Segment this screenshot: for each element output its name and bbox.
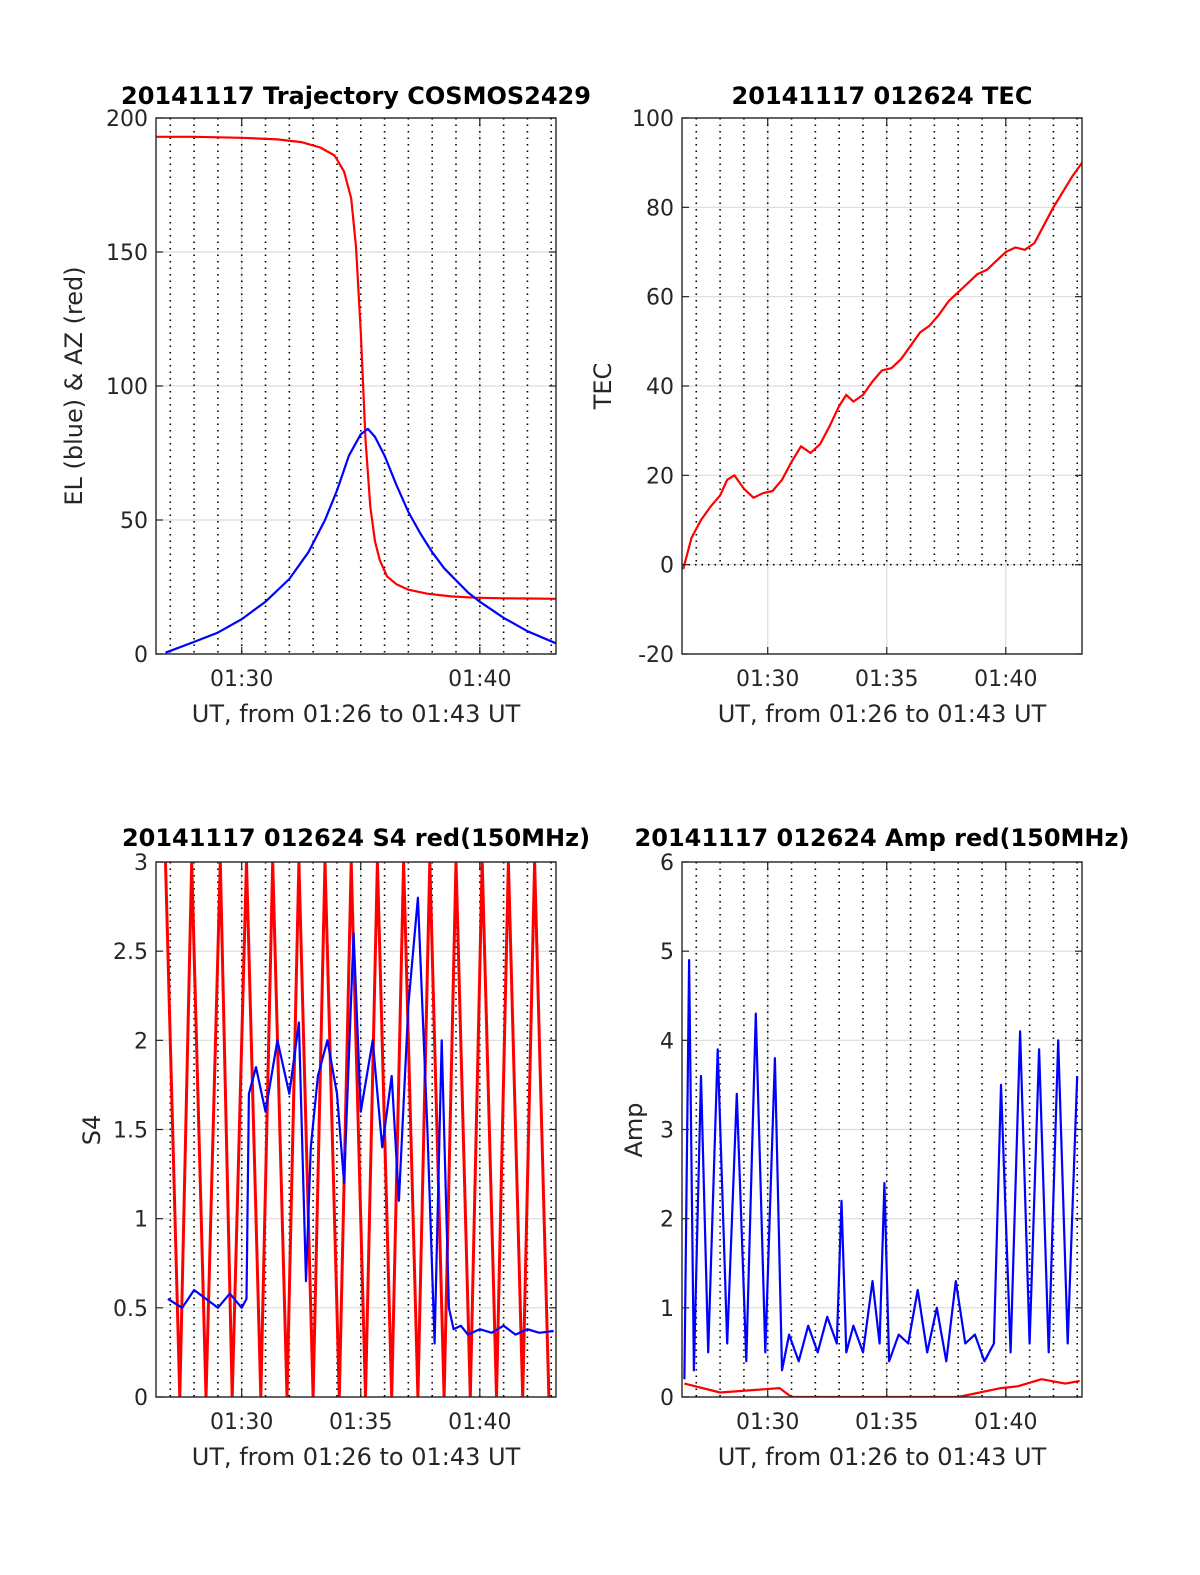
- y-tick-label: 200: [106, 107, 148, 132]
- y-tick-label: 5: [660, 940, 674, 965]
- y-tick-label: 1: [134, 1208, 148, 1233]
- y-axis-label: Amp: [620, 1102, 648, 1157]
- chart-title: 20141117 Trajectory COSMOS2429: [121, 82, 591, 110]
- panel-tec: 20141117 012624 TEC UT, from 01:26 to 01…: [589, 82, 1083, 728]
- x-tick-label: 01:30: [736, 1410, 799, 1435]
- y-tick-label: 4: [660, 1029, 674, 1054]
- y-tick-label: 2.5: [113, 940, 148, 965]
- series-line: [165, 427, 556, 654]
- y-tick-label: 0: [660, 554, 674, 579]
- panel-trajectory: 20141117 Trajectory COSMOS2429 UT, from …: [60, 82, 591, 728]
- series-group: [682, 162, 1082, 570]
- x-axis-label: UT, from 01:26 to 01:43 UT: [718, 700, 1047, 728]
- y-axis-label: S4: [78, 1115, 106, 1146]
- y-axis-label: EL (blue) & AZ (red): [60, 266, 88, 505]
- series-group: [683, 959, 1080, 1397]
- x-axis-label: UT, from 01:26 to 01:43 UT: [192, 1443, 521, 1471]
- y-tick-label: 0: [134, 1386, 148, 1411]
- panel-s4: 20141117 012624 S4 red(150MHz) UT, from …: [78, 824, 590, 1471]
- y-tick-label: 3: [660, 1119, 674, 1144]
- x-tick-label: 01:35: [855, 667, 918, 692]
- y-tick-label: 2: [134, 1029, 148, 1054]
- y-tick-label: 100: [632, 107, 674, 132]
- y-tick-label: 50: [120, 509, 148, 534]
- y-axis-label: TEC: [589, 363, 617, 411]
- y-tick-label: 3: [134, 851, 148, 876]
- chart-title: 20141117 012624 TEC: [732, 82, 1033, 110]
- x-tick-label: 01:30: [736, 667, 799, 692]
- y-tick-label: -20: [638, 643, 674, 668]
- y-tick-label: 80: [646, 196, 674, 221]
- x-tick-label: 01:35: [855, 1410, 918, 1435]
- series-line: [682, 162, 1082, 570]
- y-tick-label: 0: [134, 643, 148, 668]
- series-line: [164, 862, 551, 1397]
- x-tick-label: 01:40: [974, 1410, 1037, 1435]
- y-tick-label: 20: [646, 464, 674, 489]
- y-tick-label: 100: [106, 375, 148, 400]
- x-tick-label: 01:30: [210, 667, 273, 692]
- chart-title: 20141117 012624 S4 red(150MHz): [122, 824, 590, 852]
- y-tick-label: 2: [660, 1208, 674, 1233]
- y-tick-label: 1: [660, 1297, 674, 1322]
- x-axis-label: UT, from 01:26 to 01:43 UT: [718, 1443, 1047, 1471]
- y-tick-label: 1.5: [113, 1119, 148, 1144]
- y-tick-label: 60: [646, 286, 674, 311]
- chart-title: 20141117 012624 Amp red(150MHz): [635, 824, 1130, 852]
- y-tick-label: 150: [106, 241, 148, 266]
- y-tick-label: 0.5: [113, 1297, 148, 1322]
- series-line: [684, 1378, 1080, 1397]
- series-group: [164, 862, 554, 1397]
- series-group: [156, 135, 556, 654]
- y-tick-label: 40: [646, 375, 674, 400]
- x-tick-label: 01:40: [448, 667, 511, 692]
- x-tick-label: 01:30: [210, 1410, 273, 1435]
- x-tick-label: 01:35: [329, 1410, 392, 1435]
- series-line: [683, 959, 1079, 1380]
- y-tick-label: 0: [660, 1386, 674, 1411]
- y-tick-label: 6: [660, 851, 674, 876]
- x-tick-label: 01:40: [448, 1410, 511, 1435]
- panel-amp: 20141117 012624 Amp red(150MHz) UT, from…: [620, 824, 1129, 1471]
- x-axis-label: UT, from 01:26 to 01:43 UT: [192, 700, 521, 728]
- x-tick-label: 01:40: [974, 667, 1037, 692]
- series-line: [156, 135, 556, 600]
- series-line: [167, 896, 554, 1345]
